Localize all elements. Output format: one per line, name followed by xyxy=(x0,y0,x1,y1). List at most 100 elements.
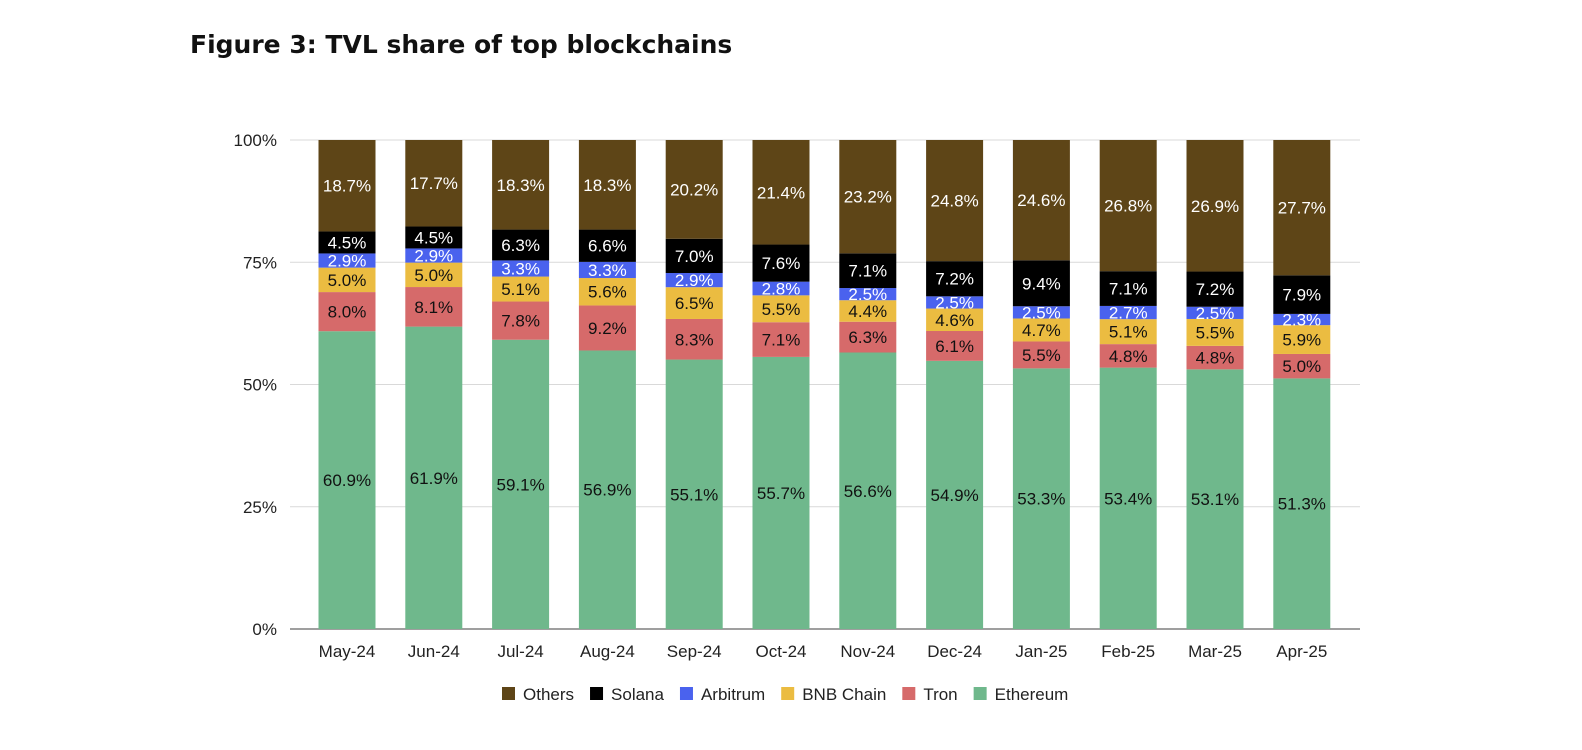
bar-segment-solana xyxy=(1273,275,1331,314)
bars xyxy=(318,140,1331,629)
x-tick-label: Jun-24 xyxy=(408,642,460,661)
bar-segment-bnb-chain xyxy=(1099,319,1157,345)
data-label: 61.9% xyxy=(410,469,458,488)
data-label: 55.1% xyxy=(670,485,718,504)
data-label: 7.2% xyxy=(1196,280,1235,299)
data-label: 6.6% xyxy=(588,237,627,256)
data-label: 4.8% xyxy=(1109,347,1148,366)
bar-segment-ethereum xyxy=(405,326,463,629)
bar-segment-arbitrum xyxy=(752,281,810,296)
legend-swatch xyxy=(679,687,693,700)
data-label: 27.7% xyxy=(1278,199,1326,218)
data-label: 53.3% xyxy=(1017,490,1065,509)
x-tick-label: Mar-25 xyxy=(1188,642,1242,661)
bar-segment-ethereum xyxy=(752,356,810,629)
data-label: 7.9% xyxy=(1282,286,1321,305)
bar-segment-solana xyxy=(1186,271,1244,307)
legend-swatch xyxy=(902,687,916,700)
bar-segment-others xyxy=(318,140,376,232)
data-label: 23.2% xyxy=(844,188,892,207)
data-label: 3.3% xyxy=(501,259,540,278)
data-label: 4.4% xyxy=(848,302,887,321)
legend-swatch xyxy=(973,687,987,700)
bar-segment-bnb-chain xyxy=(665,287,723,319)
data-label: 4.7% xyxy=(1022,321,1061,340)
data-label: 2.9% xyxy=(414,247,453,266)
data-label: 4.5% xyxy=(328,233,367,252)
bar-segment-ethereum xyxy=(665,359,723,629)
legend-label: Solana xyxy=(611,685,664,704)
data-label: 53.4% xyxy=(1104,489,1152,508)
data-label: 56.9% xyxy=(583,481,631,500)
legend-swatch xyxy=(781,687,795,700)
data-label: 7.8% xyxy=(501,312,540,331)
data-label: 7.0% xyxy=(675,247,714,266)
y-tick-label: 25% xyxy=(243,498,277,517)
data-label: 5.0% xyxy=(414,266,453,285)
data-label: 5.5% xyxy=(762,300,801,319)
data-label: 53.1% xyxy=(1191,490,1239,509)
data-label: 7.1% xyxy=(1109,280,1148,299)
legend: Others Solana Arbitrum BNB Chain Tron Ethereu… xyxy=(502,685,1068,704)
bar-segment-ethereum xyxy=(578,350,636,629)
bar-segment-others xyxy=(405,140,463,227)
y-tick-label: 0% xyxy=(252,620,277,639)
bar-segment-solana xyxy=(492,229,550,261)
bar-segment-others xyxy=(839,140,897,254)
data-label: 56.6% xyxy=(844,482,892,501)
bar-segment-tron xyxy=(318,292,376,332)
x-tick-label: Jul-24 xyxy=(497,642,543,661)
data-label: 18.3% xyxy=(583,176,631,195)
data-label: 18.7% xyxy=(323,177,371,196)
bar-segment-arbitrum xyxy=(1186,306,1244,319)
bar-segment-ethereum xyxy=(1186,369,1244,629)
bar-segment-tron xyxy=(1273,353,1331,379)
bar-segment-bnb-chain xyxy=(1273,325,1331,354)
bar-segment-tron xyxy=(578,305,636,351)
data-label: 6.1% xyxy=(935,337,974,356)
bar-segment-others xyxy=(1273,140,1331,276)
x-tick-label: Oct-24 xyxy=(755,642,806,661)
bar-segment-tron xyxy=(405,287,463,327)
data-label: 7.1% xyxy=(762,331,801,350)
figure-title: Figure 3: TVL share of top blockchains xyxy=(190,30,733,59)
data-label: 21.4% xyxy=(757,183,805,202)
bar-segment-bnb-chain xyxy=(405,262,463,288)
bar-segment-arbitrum xyxy=(578,261,636,279)
data-label: 2.5% xyxy=(935,293,974,312)
data-label: 26.8% xyxy=(1104,197,1152,216)
bar-segment-solana xyxy=(839,253,897,289)
x-tick-label: Feb-25 xyxy=(1101,642,1155,661)
data-label: 6.5% xyxy=(675,294,714,313)
data-label: 3.3% xyxy=(588,261,627,280)
data-labels: 60.9%8.0%5.0%2.9%4.5%18.7%61.9%8.1%5.0%2… xyxy=(323,174,1326,513)
bar-segment-ethereum xyxy=(926,360,984,629)
bar-segment-arbitrum xyxy=(492,260,550,277)
data-label: 5.5% xyxy=(1196,323,1235,342)
data-label: 54.9% xyxy=(930,486,978,505)
bar-segment-tron xyxy=(492,301,550,340)
data-label: 55.7% xyxy=(757,484,805,503)
data-label: 5.0% xyxy=(1282,357,1321,376)
data-label: 4.6% xyxy=(935,311,974,330)
bar-segment-arbitrum xyxy=(318,253,376,268)
bar-segment-solana xyxy=(926,261,984,297)
bar-segment-tron xyxy=(1186,345,1244,370)
data-label: 6.3% xyxy=(501,236,540,255)
legend-swatch xyxy=(502,687,515,700)
bar-segment-tron xyxy=(1099,344,1157,368)
y-tick-label: 50% xyxy=(243,376,277,395)
data-label: 4.5% xyxy=(414,228,453,247)
bar-segment-arbitrum xyxy=(839,288,897,301)
bar-segment-tron xyxy=(839,321,897,353)
bar-segment-ethereum xyxy=(1012,368,1070,629)
bar-segment-ethereum xyxy=(318,331,376,629)
gridlines xyxy=(290,139,1360,630)
bar-segment-arbitrum xyxy=(405,248,463,263)
bar-segment-bnb-chain xyxy=(839,300,897,322)
data-label: 8.1% xyxy=(414,298,453,317)
x-tick-label: Sep-24 xyxy=(667,642,722,661)
bar-segment-arbitrum xyxy=(665,273,723,288)
data-label: 20.2% xyxy=(670,180,718,199)
